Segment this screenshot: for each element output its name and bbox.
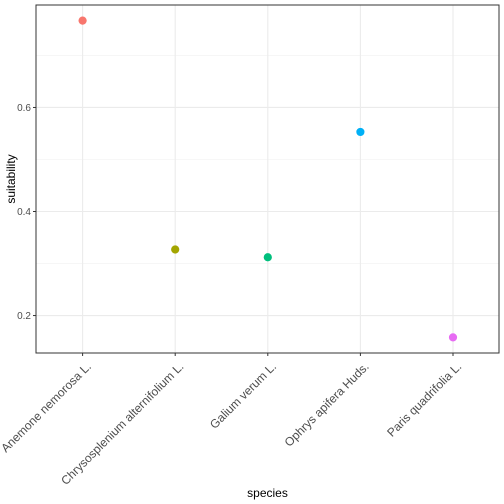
data-point <box>78 16 87 25</box>
x-axis-ticks: Anemone nemorosa L.Chrysosplenium altern… <box>0 353 464 488</box>
x-tick-label: Galium verum L. <box>207 359 279 431</box>
y-tick-label: 0.6 <box>17 103 31 114</box>
x-axis-title: species <box>247 486 288 500</box>
x-tick-label: Ophrys apifera Huds. <box>282 359 372 449</box>
data-point <box>448 333 458 342</box>
data-point <box>356 127 365 137</box>
y-tick-label: 0.2 <box>17 311 31 322</box>
data-point <box>263 253 272 262</box>
data-points <box>78 16 458 342</box>
y-axis-title: suitability <box>4 154 18 203</box>
x-tick-label: Anemone nemorosa L. <box>0 359 94 455</box>
y-axis-ticks: 0.2 0.4 0.6 <box>17 103 36 322</box>
y-tick-label: 0.4 <box>17 207 31 218</box>
major-grid <box>36 5 499 353</box>
x-tick-label: Paris quadrifolia L. <box>384 359 464 439</box>
data-point <box>171 245 180 254</box>
